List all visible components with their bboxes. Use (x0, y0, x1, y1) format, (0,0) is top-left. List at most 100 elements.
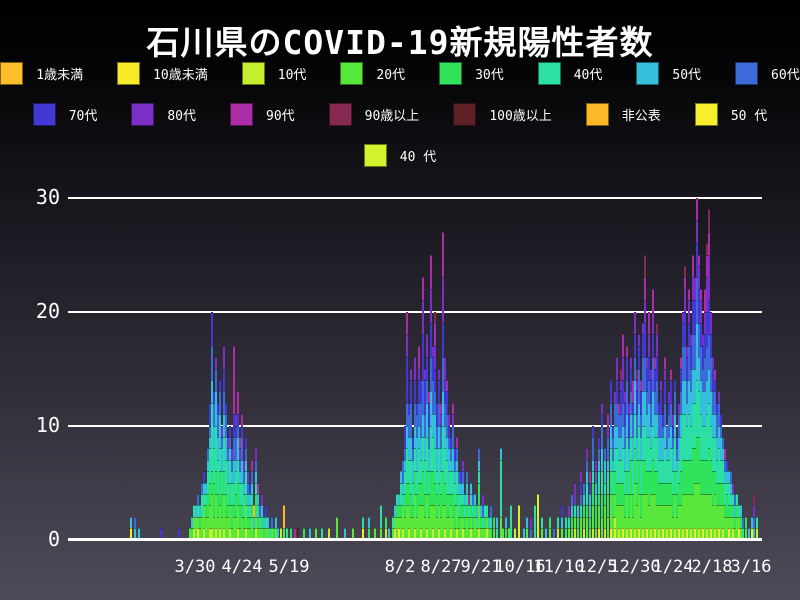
stacked-bar (718, 391, 720, 540)
bar-segment-90代 (430, 254, 432, 289)
stacked-bar (620, 368, 622, 540)
stacked-bar (634, 311, 636, 540)
bar-segment-80代 (688, 300, 690, 323)
bar-segment-60代 (654, 391, 656, 415)
bar-segment-70代 (662, 414, 664, 426)
bar-segment-20代 (638, 493, 640, 529)
legend-swatch (694, 103, 718, 126)
bar-segment-70代 (704, 334, 706, 358)
bar-segment-90歳以上 (706, 243, 708, 255)
bar-segment-30代 (636, 482, 638, 506)
bar-segment-20代 (442, 505, 444, 540)
stacked-bar (518, 505, 520, 540)
bar-segment-30代 (664, 482, 666, 506)
stacked-bar (396, 493, 398, 540)
bar-segment-70代 (223, 368, 225, 392)
bar-segment-20代 (616, 505, 618, 540)
stacked-bar (221, 425, 223, 540)
bar-segment-60代 (650, 402, 652, 426)
stacked-bar (336, 516, 338, 540)
bar-segment-50代 (610, 425, 612, 449)
bar-segment-20代 (648, 505, 650, 540)
bar-segment-30代 (490, 528, 492, 540)
bar-segment-30代 (430, 471, 432, 506)
bar-segment-20代 (460, 516, 462, 540)
bar-segment-80代 (227, 436, 229, 449)
bar-segment-20代 (468, 528, 470, 540)
bar-segment-20代 (456, 505, 458, 529)
bar-segment-80代 (660, 379, 662, 392)
bar-segment-50代 (708, 368, 710, 403)
stacked-bar (392, 516, 394, 540)
bar-segment-30代 (412, 505, 414, 517)
bar-segment-50代 (402, 482, 404, 494)
bar-segment-40代 (692, 402, 694, 449)
legend-item: 40代 (537, 62, 602, 85)
bar-segment-20代 (476, 528, 478, 540)
bar-segment-90代 (428, 391, 430, 403)
bar-segment-30代 (213, 482, 215, 517)
bar-segment-50代 (442, 391, 444, 426)
bar-segment-70代 (412, 436, 414, 449)
bar-segment-90歳以上 (684, 265, 686, 278)
legend-label: 70代 (68, 109, 98, 124)
bar-segment-20代 (704, 493, 706, 540)
bar-segment-30代 (466, 505, 468, 517)
bar-segment-10代 (414, 528, 416, 540)
bar-segment-20代 (561, 528, 563, 540)
bar-segment-60代 (604, 448, 606, 460)
bar-segment-80代 (448, 414, 450, 426)
bar-segment-30代 (583, 505, 585, 517)
bar-segment-20代 (696, 482, 698, 540)
bar-segment-20代 (676, 516, 678, 540)
bar-segment-60代 (690, 368, 692, 392)
bar-segment-80代 (678, 402, 680, 415)
bar-segment-20代 (394, 516, 396, 529)
stacked-bar (424, 368, 426, 540)
stacked-bar (624, 391, 626, 540)
bar-segment-40代 (404, 471, 406, 494)
bar-segment-30代 (586, 505, 588, 517)
bar-segment-10代 (658, 528, 660, 540)
bar-segment-30代 (442, 471, 444, 506)
bar-segment-20代 (195, 516, 197, 540)
bar-segment-20代 (736, 516, 738, 540)
bar-segment-70代 (446, 391, 448, 415)
x-axis-line (68, 538, 762, 541)
bar-segment-20代 (446, 516, 448, 540)
bar-segment-70代 (700, 322, 702, 346)
bar-segment-20代 (586, 516, 588, 540)
bar-segment-30代 (666, 482, 668, 506)
stacked-bar (658, 402, 660, 540)
stacked-bar (598, 436, 600, 540)
bar-segment-50代 (263, 516, 265, 529)
bar-segment-30代 (644, 459, 646, 494)
legend-swatch (735, 62, 759, 85)
bar-segment-10歳未満 (646, 528, 648, 540)
bar-segment-50代 (476, 505, 478, 517)
bar-segment-30代 (686, 459, 688, 494)
bar-segment-40代 (434, 448, 436, 483)
bar-segment-20代 (652, 493, 654, 540)
bar-segment-20代 (470, 516, 472, 529)
stacked-bar (321, 528, 323, 540)
bar-segment-40代 (658, 459, 660, 483)
legend-label: 20代 (376, 68, 406, 83)
stacked-bar (193, 505, 195, 540)
stacked-bar (756, 516, 758, 540)
bar-segment-20代 (728, 516, 730, 529)
stacked-bar (374, 528, 376, 540)
bar-segment-30代 (592, 482, 594, 506)
bar-segment-60代 (676, 448, 678, 460)
bar-segment-80代 (712, 357, 714, 369)
stacked-bar (472, 493, 474, 540)
stacked-bar (654, 357, 656, 540)
bar-segment-20代 (201, 516, 203, 540)
bar-segment-10歳未満 (662, 528, 664, 540)
bar-segment-30代 (422, 471, 424, 506)
stacked-bar (510, 505, 512, 540)
bar-segment-70代 (225, 402, 227, 415)
bar-segment-20代 (630, 493, 632, 529)
bar-segment-30代 (253, 528, 255, 540)
bar-segment-40代 (440, 471, 442, 494)
